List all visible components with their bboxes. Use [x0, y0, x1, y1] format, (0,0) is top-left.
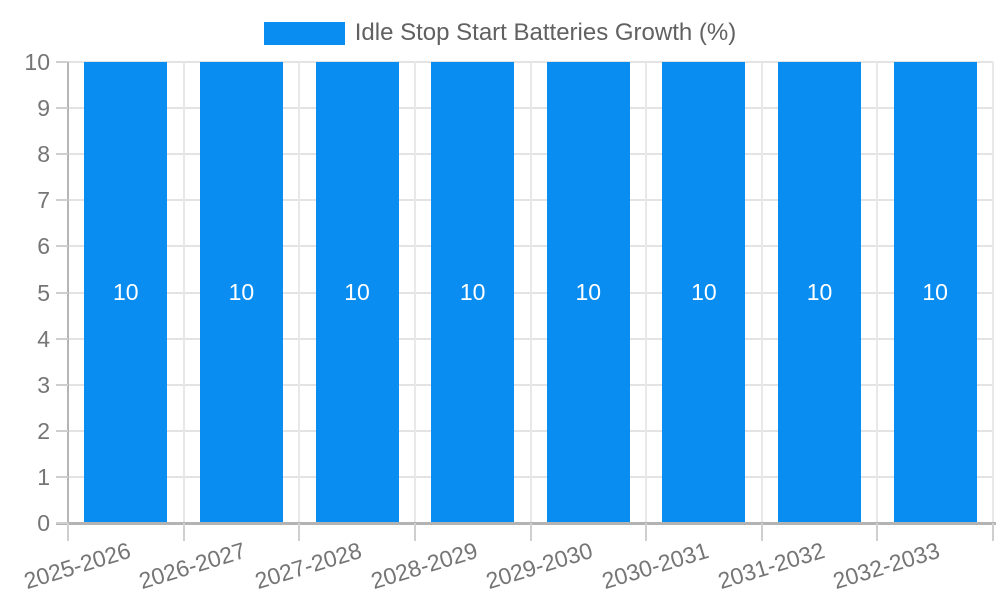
y-axis-label: 5 [37, 279, 50, 306]
v-gridline [645, 62, 648, 523]
y-axis-label: 9 [37, 95, 50, 122]
y-axis-tick [56, 429, 68, 432]
y-axis-tick [56, 475, 68, 478]
bar-value-label: 10 [806, 279, 833, 305]
legend-label: Idle Stop Start Batteries Growth (%) [354, 19, 737, 46]
y-axis-tick [56, 61, 68, 63]
bar-value-label: 10 [459, 279, 486, 305]
v-gridline [992, 62, 994, 523]
y-axis-tick [56, 107, 68, 110]
x-axis-tick [876, 523, 879, 541]
bar-value-label: 10 [691, 279, 717, 305]
bar: 10 [431, 62, 515, 523]
x-axis-tick [760, 523, 763, 541]
y-axis-label: 0 [37, 510, 50, 536]
x-axis-tick [992, 523, 994, 541]
y-axis-line [67, 62, 69, 523]
bar: 10 [315, 62, 399, 523]
y-axis-tick [56, 522, 68, 524]
bar-value-label: 10 [228, 279, 255, 305]
x-axis-tick [67, 523, 69, 541]
bar-value-label: 10 [922, 279, 948, 305]
v-gridline [876, 62, 879, 523]
legend-swatch [263, 21, 345, 45]
y-axis-label: 10 [24, 49, 50, 75]
plot-area: 10 10 10 10 10 10 10 10 [68, 61, 994, 524]
y-axis-tick [56, 291, 68, 294]
x-axis-tick [298, 523, 301, 541]
legend: Idle Stop Start Batteries Growth (%) [0, 19, 1000, 47]
v-gridline [182, 62, 185, 523]
v-gridline [298, 62, 301, 523]
bar-value-label: 10 [344, 279, 370, 305]
v-gridline [529, 62, 532, 523]
bar: 10 [893, 62, 977, 523]
x-axis-tick [413, 523, 416, 541]
bar: 10 [546, 62, 630, 523]
v-gridline [413, 62, 416, 523]
y-axis-label: 4 [37, 325, 50, 352]
y-axis-label: 8 [37, 141, 50, 168]
y-axis-label: 6 [37, 233, 50, 260]
y-axis-tick [56, 337, 68, 340]
x-axis-line [56, 522, 996, 525]
bar: 10 [84, 62, 168, 523]
y-axis-label: 2 [37, 417, 50, 444]
x-axis-tick [529, 523, 532, 541]
y-axis-label: 3 [37, 371, 50, 398]
y-axis-tick [56, 383, 68, 386]
y-axis-label: 7 [37, 187, 50, 214]
x-axis-tick [645, 523, 648, 541]
bar-value-label: 10 [113, 279, 139, 305]
y-axis-tick [56, 153, 68, 156]
y-axis-label: 1 [37, 463, 50, 490]
x-axis-tick [182, 523, 185, 541]
bar: 10 [199, 62, 283, 523]
bar: 10 [778, 62, 862, 523]
bar-value-label: 10 [575, 279, 602, 305]
y-axis-tick [56, 245, 68, 248]
v-gridline [760, 62, 763, 523]
bar: 10 [662, 62, 746, 523]
y-axis-tick [56, 199, 68, 202]
